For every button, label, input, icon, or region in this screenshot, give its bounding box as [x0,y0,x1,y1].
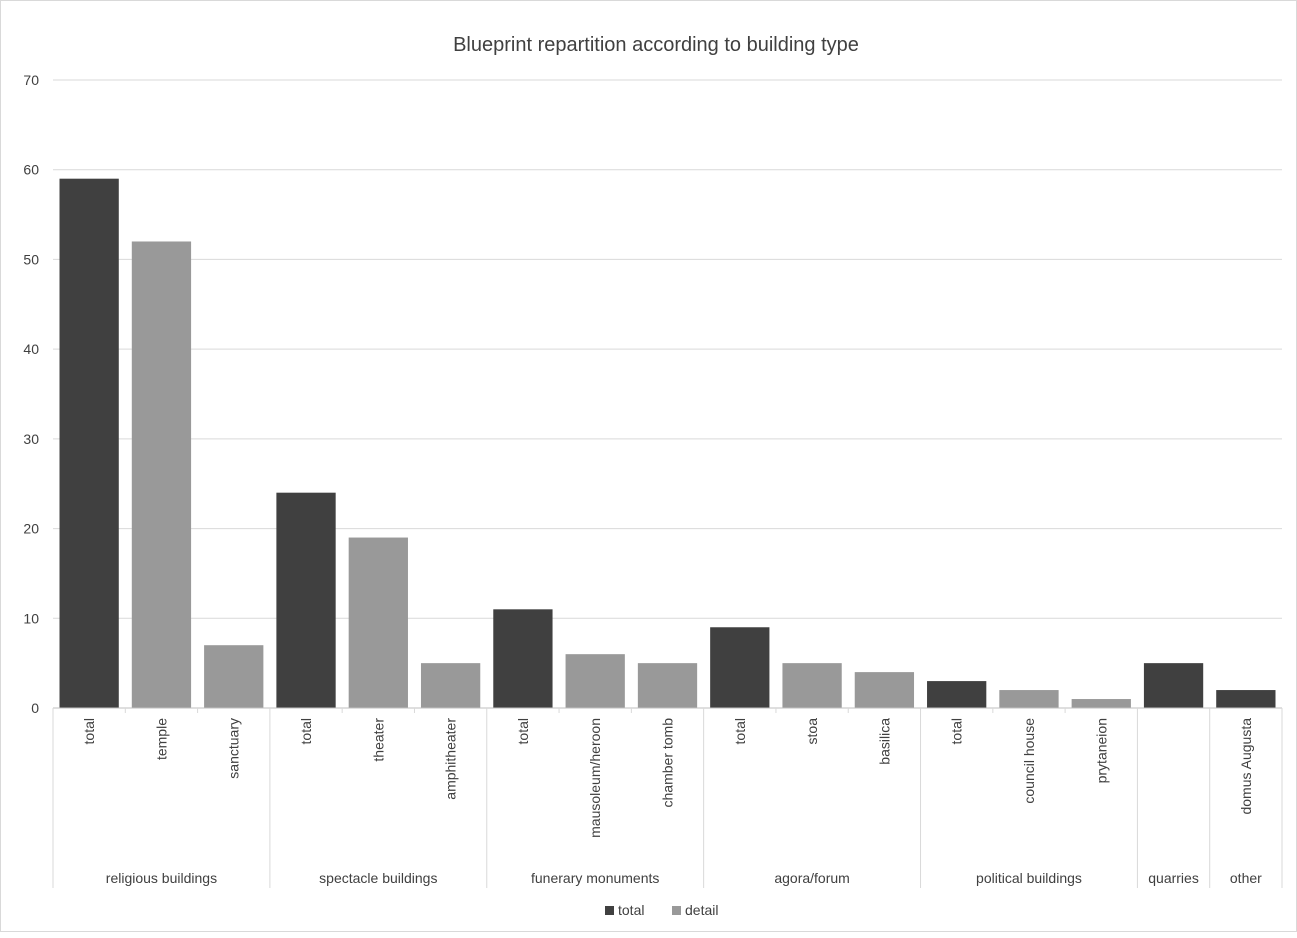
bar-detail [782,663,842,708]
x-group-label: spectacle buildings [319,870,437,886]
x-tick-label: amphitheater [443,718,459,800]
bar-detail [999,690,1059,708]
legend-swatch-total [605,906,614,915]
bar-detail [854,672,915,708]
bar-total [1143,663,1204,708]
x-tick-label: temple [153,718,169,760]
bars [59,178,1276,708]
chart-title: Blueprint repartition according to build… [453,34,859,56]
bar-detail [131,241,192,708]
x-tick-label: basilica [876,718,892,765]
x-tick-label: total [515,718,531,744]
x-tick-label: stoa [804,718,820,745]
x-group-label: funerary monuments [531,870,659,886]
legend-label-detail: detail [685,902,718,918]
y-tick-label: 50 [23,251,39,267]
x-group-label: other [1230,870,1262,886]
x-tick-label: sanctuary [226,718,242,779]
bar-total [1216,690,1276,708]
bar-total [710,627,770,708]
legend-swatch-detail [672,906,681,915]
y-tick-label: 60 [23,162,39,178]
x-tick-label: mausoleum/heroon [587,718,603,838]
x-tick-label: total [732,718,748,744]
legend-label-total: total [618,902,644,918]
bar-total [927,681,987,708]
bar-detail [637,663,698,708]
x-tick-label: domus Augusta [1238,718,1254,815]
x-axis: total temple sanctuary religious buildings t… [52,707,1283,888]
bar-detail [204,645,264,708]
y-axis-ticks: 0 10 20 30 40 50 60 70 [23,72,39,716]
y-tick-label: 70 [23,72,39,88]
bar-total [59,178,119,708]
y-tick-label: 40 [23,341,39,357]
bar-detail [1071,699,1131,708]
gridlines [53,79,1282,619]
y-tick-label: 0 [31,700,39,716]
x-tick-label: total [949,718,965,744]
bar-detail [420,663,481,708]
y-tick-label: 30 [23,431,39,447]
x-tick-label: total [81,718,97,744]
x-tick-label: prytaneion [1093,718,1109,783]
bar-total [493,609,553,708]
y-tick-label: 20 [23,521,39,537]
x-group-label: agora/forum [774,870,849,886]
x-group-label: religious buildings [106,870,217,886]
x-tick-label: theater [370,718,386,762]
bar-detail [565,654,625,708]
x-group-label: quarries [1148,870,1199,886]
x-tick-label: chamber tomb [660,718,676,808]
x-group-label: political buildings [976,870,1082,886]
bar-detail [348,537,408,708]
x-tick-label: council house [1021,718,1037,804]
bar-total [276,492,336,708]
y-tick-label: 10 [23,610,39,626]
x-tick-label: total [298,718,314,744]
legend: total detail [605,902,718,918]
